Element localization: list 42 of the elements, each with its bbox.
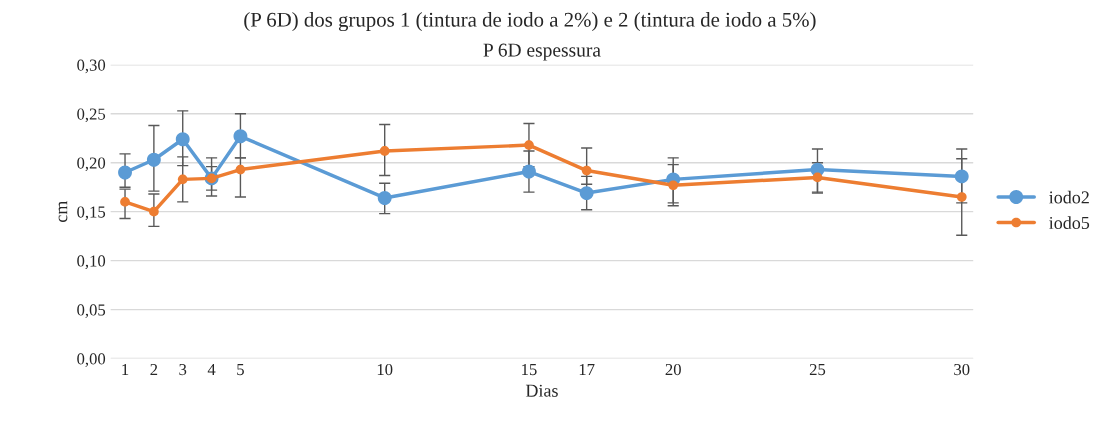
point bbox=[120, 197, 130, 207]
x-tick-label: 4 bbox=[207, 364, 216, 375]
y-tick-label: 0,30 bbox=[77, 59, 106, 74]
point bbox=[233, 129, 248, 144]
x-tick-label: 15 bbox=[522, 363, 537, 376]
y-tick-label: 0,00 bbox=[77, 353, 106, 367]
legend-label: iodo5 bbox=[1049, 216, 1090, 230]
x-tick-label: 2 bbox=[150, 363, 158, 375]
x-tick-label: 30 bbox=[954, 363, 970, 376]
point bbox=[177, 174, 188, 185]
point bbox=[812, 172, 823, 183]
point bbox=[377, 191, 392, 205]
y-tick-label: 0,15 bbox=[77, 206, 106, 221]
x-tick-label: 17 bbox=[579, 363, 595, 375]
x-tick-label: 20 bbox=[665, 363, 681, 376]
chart-title: P 6D espessura bbox=[483, 43, 601, 61]
x-tick-label: 3 bbox=[179, 363, 187, 376]
x-tick-label: 1 bbox=[122, 363, 129, 375]
point bbox=[379, 146, 390, 156]
point bbox=[524, 140, 534, 150]
point bbox=[235, 164, 246, 175]
point bbox=[175, 132, 190, 147]
y-tick-label: 0,20 bbox=[77, 157, 106, 172]
point bbox=[522, 164, 536, 179]
y-tick-label: 0,05 bbox=[77, 304, 106, 318]
point bbox=[149, 206, 159, 217]
point bbox=[579, 186, 594, 201]
point bbox=[956, 192, 967, 202]
y-axis-title: cm bbox=[58, 200, 68, 223]
point bbox=[668, 180, 679, 191]
x-tick-label: 25 bbox=[809, 363, 826, 376]
y-tick-label: 0,10 bbox=[77, 255, 106, 269]
point bbox=[954, 169, 969, 184]
legend-label: iodo2 bbox=[1049, 190, 1089, 204]
x-tick-label: 10 bbox=[377, 363, 393, 376]
point bbox=[581, 165, 592, 176]
x-axis-title: Dias bbox=[525, 384, 558, 397]
y-tick-label: 0,25 bbox=[77, 108, 106, 123]
point bbox=[118, 165, 132, 180]
point bbox=[146, 152, 161, 167]
text: (P 6D) dos grupos 1 (tintura de iodo a 2%) e 2 (tintura de iodo a 5%) bbox=[244, 12, 816, 32]
x-tick-label: 5 bbox=[237, 364, 244, 376]
